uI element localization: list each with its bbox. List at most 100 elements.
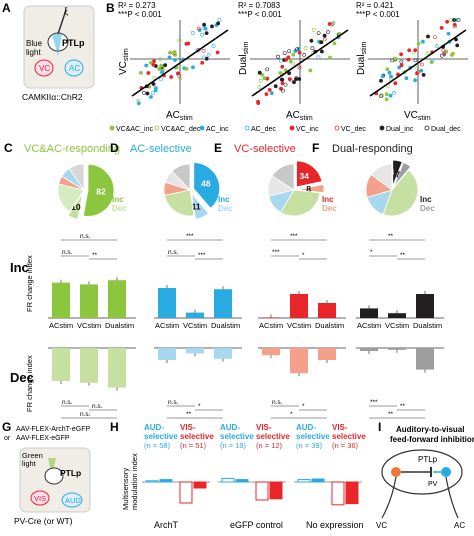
scatter-point [258, 79, 263, 83]
panel-title: VC-selective [234, 143, 296, 155]
bar [416, 294, 434, 318]
p-value-label: ***P < 0.001 [118, 10, 162, 19]
h-group-2: AUD-selective(n = 19)VIS-selective(n = 1… [218, 423, 290, 530]
sig-label: ** [388, 233, 394, 240]
sig-label: n.s. [168, 249, 179, 256]
bar [262, 317, 280, 318]
scatter-point [172, 50, 177, 55]
bar [262, 348, 280, 356]
aud-selective-label: selective [144, 432, 178, 441]
scatter-point [158, 77, 163, 82]
ptlp-label-g: PTLp [60, 468, 81, 478]
ac-label-i: AC [454, 521, 465, 530]
blue-light-line2: light [26, 48, 41, 57]
panel-title: Dual-responding [332, 143, 413, 155]
legend-marker [199, 125, 205, 131]
legend-label: Dual_inc [386, 126, 414, 133]
scatter-point [407, 48, 412, 53]
y-axis-label-subscript: stim [361, 41, 368, 54]
h-bar [193, 481, 207, 489]
aud-n-label: (n = 58) [144, 441, 171, 450]
bar [52, 282, 70, 318]
scatter-point [202, 26, 207, 31]
p-value-label: ***P < 0.001 [238, 10, 282, 19]
vc-projection [381, 476, 397, 519]
scatter-point [448, 18, 453, 22]
scatter-point [284, 57, 289, 62]
scatter-point [404, 76, 409, 81]
scatter-point [309, 38, 314, 43]
scatter-point [380, 74, 385, 79]
scatter-point [399, 59, 404, 64]
x-category-label: ACstim [357, 321, 381, 330]
pie-slice [68, 163, 85, 192]
scatter-point [316, 55, 321, 60]
scatter-point [204, 56, 209, 61]
scatter-point [439, 25, 444, 30]
aud-selective-label: AUD- [220, 423, 240, 432]
pie-dec-label: Dec [322, 204, 337, 213]
scatter-point [280, 64, 285, 69]
scatter-point [280, 88, 285, 93]
pie-inc-label: Inc [322, 195, 334, 204]
pie-dec-label: Dec [112, 204, 127, 213]
scatter-point [399, 63, 404, 68]
scatter-point [419, 68, 424, 73]
r-squared-label: R² = 0.273 [118, 1, 156, 10]
opto-symbol-a: ξ [64, 6, 68, 16]
x-category-label: VCstim [287, 321, 311, 330]
pie-dec-label: Dec [420, 204, 435, 213]
scatter-point [432, 35, 437, 40]
aud-n-label: (n = 39) [296, 441, 323, 450]
ac-projection [445, 476, 459, 519]
scatter-point [332, 41, 337, 46]
scatter-point [388, 93, 393, 98]
scatter-point [184, 66, 189, 71]
scatter-point [416, 70, 421, 75]
bar [290, 348, 308, 374]
scatter-point [288, 59, 293, 64]
scatter-point [196, 26, 201, 31]
scatter-point [326, 30, 330, 35]
x-category-label: VCstim [385, 321, 409, 330]
y-axis-label: Dualstim [356, 41, 368, 75]
scatter-point [256, 99, 260, 104]
scatter-point [387, 70, 392, 75]
scatter-point [191, 65, 195, 70]
x-category-label: Dualstim [315, 321, 344, 330]
scatter-point [257, 70, 262, 75]
vis-n-label: (n = 12) [256, 441, 283, 450]
h-bar [235, 479, 249, 483]
scatter-point [419, 62, 424, 67]
aud-region-g [61, 492, 83, 508]
panel-title: VC&AC-responding [24, 143, 120, 155]
scatter-point [454, 18, 459, 22]
bar [388, 313, 406, 318]
pie-slice-label: 82 [96, 187, 106, 197]
vis-selective-label: selective [256, 432, 290, 441]
panel-label: D [110, 141, 119, 155]
h-group-name: No expression [306, 520, 364, 530]
scatter-point [273, 84, 278, 89]
h-bar [145, 480, 159, 483]
caption-g: PV-Cre (or WT) [14, 516, 73, 526]
scatter-point [136, 99, 141, 103]
scatter-legend: VC&AC_inc VC&AC_dec AC_inc AC_dec VC_inc VC_d… [109, 125, 461, 133]
scatter-point [311, 27, 316, 32]
p-value-label: ***P < 0.001 [356, 10, 400, 19]
ac-label-a: AC [69, 64, 80, 73]
sig-label: n.s. [80, 411, 91, 418]
h-bar [345, 481, 359, 505]
scatter-point [283, 82, 288, 87]
legend-marker [154, 125, 160, 131]
pie-slice [191, 192, 210, 220]
sig-label: *** [370, 399, 378, 406]
scatter-point [441, 48, 446, 53]
h-bar [159, 479, 173, 483]
pie-slice [67, 193, 83, 220]
vis-selective-label: VIS- [332, 423, 348, 432]
scatter-point [322, 33, 327, 38]
regression-line [369, 29, 467, 97]
